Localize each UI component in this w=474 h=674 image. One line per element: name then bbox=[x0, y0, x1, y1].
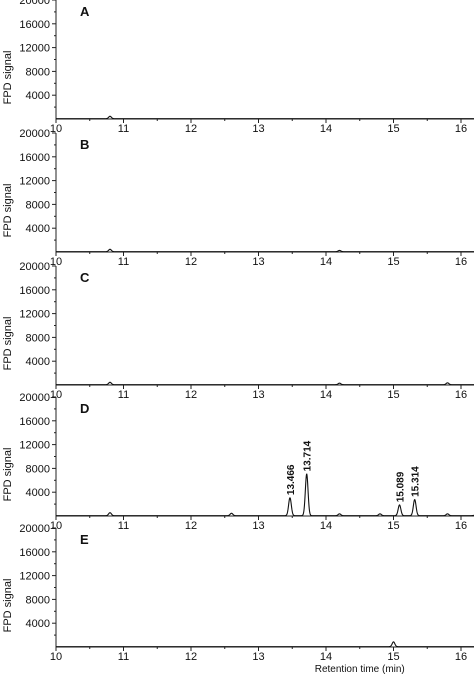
y-tick-label: 8000 bbox=[26, 66, 50, 78]
x-tick-label: 14 bbox=[320, 520, 332, 532]
x-tick-label: 11 bbox=[118, 389, 129, 401]
panel-d: 4000800012000160002000010111213141516171… bbox=[2, 392, 474, 532]
x-tick-label: 15 bbox=[387, 520, 399, 532]
x-axis-title: Retention time (min) bbox=[315, 664, 405, 674]
x-tick-label: 13 bbox=[252, 123, 264, 135]
panel-c: 4000800012000160002000010111213141516171… bbox=[2, 261, 474, 401]
y-tick-label: 8000 bbox=[26, 199, 50, 211]
y-tick-label: 16000 bbox=[19, 416, 50, 428]
x-tick-label: 16 bbox=[455, 123, 467, 135]
y-tick-label: 12000 bbox=[19, 43, 50, 55]
y-axis-title: FPD signal bbox=[2, 184, 14, 238]
y-axis-title: FPD signal bbox=[2, 51, 14, 105]
y-axis-title: FPD signal bbox=[2, 317, 14, 371]
x-tick-label: 15 bbox=[387, 651, 399, 663]
x-tick-label: 16 bbox=[455, 520, 467, 532]
x-tick-label: 10 bbox=[50, 520, 62, 532]
series-trace bbox=[56, 641, 474, 648]
panel-letter: D bbox=[80, 401, 89, 416]
y-tick-label: 16000 bbox=[19, 19, 50, 31]
x-tick-label: 10 bbox=[50, 123, 62, 135]
x-tick-label: 16 bbox=[455, 389, 467, 401]
series-trace bbox=[56, 248, 474, 253]
peak-label: 15.089 bbox=[396, 471, 407, 502]
x-tick-label: 11 bbox=[118, 256, 129, 268]
x-tick-label: 15 bbox=[387, 256, 399, 268]
peak-label: 15.314 bbox=[411, 466, 422, 497]
y-tick-label: 20000 bbox=[19, 0, 50, 7]
y-tick-label: 8000 bbox=[26, 332, 50, 344]
x-tick-label: 13 bbox=[252, 389, 264, 401]
x-tick-label: 14 bbox=[320, 389, 332, 401]
peak-label: 13.714 bbox=[303, 440, 314, 471]
y-tick-label: 16000 bbox=[19, 547, 50, 559]
y-tick-label: 12000 bbox=[19, 176, 50, 188]
y-axis-title: FPD signal bbox=[2, 448, 14, 502]
y-tick-label: 12000 bbox=[19, 309, 50, 321]
x-tick-label: 11 bbox=[118, 520, 129, 532]
x-tick-label: 10 bbox=[50, 389, 62, 401]
panel-letter: C bbox=[80, 270, 90, 285]
series-trace bbox=[56, 115, 474, 120]
y-tick-label: 4000 bbox=[26, 618, 50, 630]
x-tick-label: 15 bbox=[387, 123, 399, 135]
y-tick-label: 4000 bbox=[26, 223, 50, 235]
series-trace bbox=[56, 473, 474, 517]
panel-b: 4000800012000160002000010111213141516171… bbox=[2, 128, 474, 268]
x-tick-label: 13 bbox=[252, 520, 264, 532]
x-tick-label: 12 bbox=[185, 651, 197, 663]
x-tick-label: 16 bbox=[455, 651, 467, 663]
x-tick-label: 11 bbox=[118, 651, 129, 663]
panel-letter: A bbox=[80, 4, 90, 19]
peak-label: 13.466 bbox=[286, 464, 297, 495]
x-tick-label: 14 bbox=[320, 256, 332, 268]
y-tick-label: 4000 bbox=[26, 356, 50, 368]
y-tick-label: 20000 bbox=[19, 523, 50, 535]
x-tick-label: 15 bbox=[387, 389, 399, 401]
y-tick-label: 20000 bbox=[19, 261, 50, 273]
x-tick-label: 10 bbox=[50, 256, 62, 268]
x-tick-label: 16 bbox=[455, 256, 467, 268]
series-trace bbox=[56, 381, 474, 386]
panel-a: 4000800012000160002000010111213141516171… bbox=[2, 0, 474, 135]
panel-e: 4000800012000160002000010111213141516171… bbox=[2, 523, 474, 663]
y-tick-label: 4000 bbox=[26, 487, 50, 499]
y-tick-label: 20000 bbox=[19, 128, 50, 140]
panel-letter: B bbox=[80, 137, 89, 152]
y-tick-label: 16000 bbox=[19, 285, 50, 297]
y-tick-label: 16000 bbox=[19, 152, 50, 164]
x-tick-label: 11 bbox=[118, 123, 129, 135]
x-tick-label: 12 bbox=[185, 389, 197, 401]
x-tick-label: 12 bbox=[185, 123, 197, 135]
y-tick-label: 8000 bbox=[26, 594, 50, 606]
y-tick-label: 8000 bbox=[26, 463, 50, 475]
y-tick-label: 4000 bbox=[26, 90, 50, 102]
x-tick-label: 12 bbox=[185, 520, 197, 532]
y-axis-title: FPD signal bbox=[2, 579, 14, 633]
y-tick-label: 20000 bbox=[19, 392, 50, 404]
panel-letter: E bbox=[80, 532, 89, 547]
x-tick-label: 13 bbox=[252, 256, 264, 268]
x-tick-label: 10 bbox=[50, 651, 62, 663]
y-tick-label: 12000 bbox=[19, 571, 50, 583]
y-tick-label: 12000 bbox=[19, 440, 50, 452]
x-tick-label: 14 bbox=[320, 651, 332, 663]
x-tick-label: 13 bbox=[252, 651, 264, 663]
x-tick-label: 12 bbox=[185, 256, 197, 268]
x-tick-label: 14 bbox=[320, 123, 332, 135]
